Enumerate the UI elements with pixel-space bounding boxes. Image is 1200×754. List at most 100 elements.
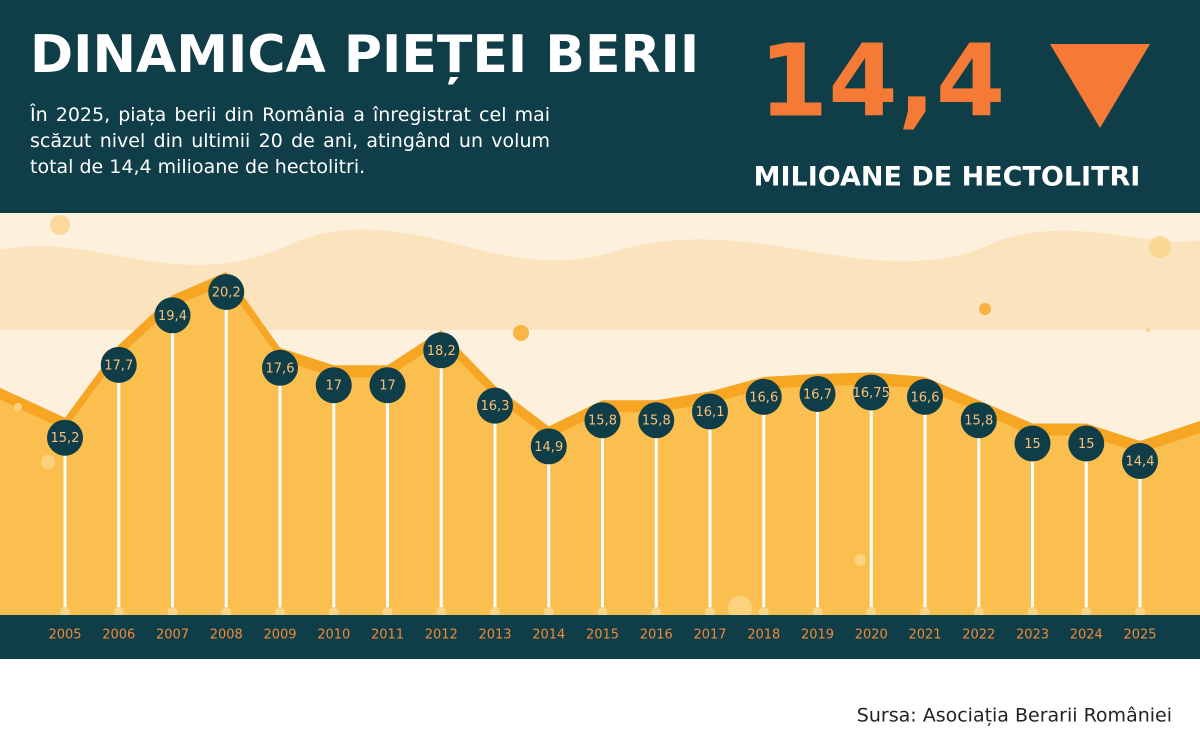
value-label: 15,2 [51,431,80,446]
x-tick-label: 2014 [532,628,565,643]
x-tick-label: 2005 [48,628,81,643]
stick-foot [167,607,178,617]
dot [100,346,137,383]
x-tick-label: 2010 [317,628,350,643]
value-label: 16,1 [696,405,725,420]
dot [638,402,675,439]
dot [584,402,621,439]
bubble [728,596,752,620]
dot [423,332,460,369]
bubble [1149,236,1171,258]
value-label: 16,3 [481,399,510,414]
x-tick-label: 2025 [1123,628,1156,643]
axis-bar [0,615,1200,659]
stick-foot [651,607,662,617]
dot [530,428,567,465]
dot [692,393,728,430]
x-tick-label: 2007 [156,628,189,643]
stick-foot [705,607,715,617]
title: DINAMICA PIEȚEI BERII [30,25,699,85]
stick-foot [973,607,984,617]
dot [853,374,890,411]
source: Sursa: Asociația Berarii României [857,705,1172,727]
subtitle: În 2025, piața berii din România a înreg… [30,104,550,178]
value-label: 16,7 [803,387,832,402]
stick-foot [597,607,608,617]
value-label: 20,2 [212,286,241,301]
x-tick-label: 2016 [640,628,673,643]
plot: 15,2 17,7 19,4 20,2 17,6 17 17 18,2 16,3 14,9 15,8… [47,274,1158,617]
dot [745,378,782,415]
value-label: 15 [1078,437,1095,452]
x-tick-label: 2022 [962,628,995,643]
stick-foot [113,607,124,617]
bubble [979,303,991,315]
x-tick-label: 2019 [801,628,834,643]
stick-foot [436,607,447,617]
stick-foot [382,607,393,617]
subtitle-box: În 2025, piața berii din România a înreg… [30,104,550,178]
dot [1068,425,1105,462]
value-label: 15,8 [588,414,617,429]
value-label: 15 [1024,437,1041,452]
value-label: 15,8 [642,414,671,429]
stick-foot [866,607,877,617]
x-tick-label: 2023 [1016,628,1049,643]
x-tick-label: 2011 [371,628,404,643]
value-label: 16,75 [853,386,890,401]
dot [315,367,352,404]
x-tick-label: 2008 [210,628,243,643]
value-label: 14,4 [1126,455,1155,470]
dot [1014,425,1051,462]
bubble [50,215,70,235]
dot [960,402,997,439]
highlight-unit: MILIOANE DE HECTOLITRI [754,162,1141,193]
x-tick-label: 2006 [102,628,135,643]
value-label: 17,6 [266,361,295,376]
value-label: 18,2 [427,344,456,359]
dot [477,387,513,424]
highlight-value: 14,4 [759,22,1006,139]
dot [208,274,245,310]
beer-body [0,284,1200,615]
x-tick-label: 2017 [693,628,726,643]
x-tick-label: 2015 [586,628,619,643]
x-tick-label: 2021 [908,628,941,643]
stick-foot [1027,607,1038,617]
dot [154,297,191,334]
header-bg [0,0,1200,213]
stick-foot [60,607,70,617]
stick-foot [328,607,339,617]
stick-foot [812,607,823,617]
dot [1122,443,1158,479]
dot [262,349,298,386]
stick-foot [758,607,769,617]
bubble [1146,328,1150,332]
value-label: 17 [325,379,342,394]
bubble [41,455,55,469]
stick-foot [920,607,930,617]
bubble [854,554,866,566]
dot [799,375,836,412]
x-tick-label: 2018 [747,628,780,643]
down-arrow [1050,44,1150,128]
x-tick-label: 2009 [263,628,296,643]
value-label: 16,6 [749,390,778,405]
beer [0,272,1200,620]
x-tick-label: 2012 [425,628,458,643]
stick-foot [221,607,232,617]
stick-foot [275,607,285,617]
bubble [14,403,22,411]
x-axis: 2005 2006 2007 2008 2009 2010 2011 2012 2013 2014… [48,628,1156,643]
stick-foot [543,607,554,617]
stick-foot [490,607,500,617]
value-label: 17,7 [104,358,133,373]
dot [907,378,943,415]
value-label: 15,8 [964,414,993,429]
x-tick-label: 2020 [855,628,888,643]
value-label: 16,6 [911,390,940,405]
stick-foot [1135,607,1145,617]
dot [47,419,83,456]
foam-wave [0,229,1200,330]
